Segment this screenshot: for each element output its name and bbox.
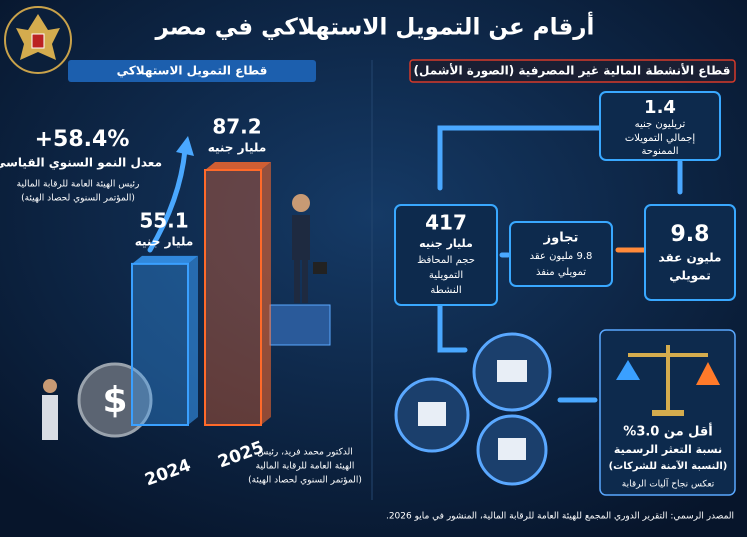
risk-value: أقل من 3.0% [623, 423, 712, 440]
stat-line: 9.8 مليون عقد [530, 251, 593, 262]
caption: الدكتور محمد فريد، رئيس [257, 448, 353, 458]
stat-value: 9.8 [671, 222, 710, 247]
risk-line: (النسبة الآمنة للشركات) [609, 460, 728, 472]
right-heading: قطاع الأنشطة المالية غير المصرفية (الصور… [414, 63, 731, 79]
businessman [269, 194, 331, 346]
left-heading: قطاع التمويل الاستهلاكي [117, 64, 268, 79]
growth-note: رئيس الهيئة العامة للرقابة المالية [17, 180, 140, 190]
flow-arrow [437, 302, 468, 353]
stat-box [509, 221, 613, 287]
scale-icon [616, 345, 720, 416]
growth-label: معدل النمو السنوي القياسي [0, 156, 162, 171]
bar-top [205, 162, 271, 170]
stat-box [394, 204, 498, 306]
gears [394, 332, 552, 486]
stat-box [599, 91, 721, 161]
risk-line: تعكس نجاح آليات الرقابة [622, 478, 715, 490]
stat-line: التمويلية [429, 270, 463, 281]
bar-side [261, 162, 271, 425]
stat-value: 417 [425, 211, 467, 235]
left-heading-bg [68, 60, 316, 82]
growth-value: +58.4% [35, 127, 130, 152]
flow-arrow [437, 125, 608, 191]
svg-text:$: $ [102, 380, 127, 421]
stat-line: تمويلي منفذ [536, 267, 586, 278]
footer-source: المصدر الرسمي: التقرير الدوري المجمع لله… [386, 512, 734, 522]
bar [204, 169, 262, 426]
bar [131, 262, 189, 427]
caption: (المؤتمر السنوي لحصاد الهيئة) [248, 476, 362, 486]
bar-value: 55.1 [139, 208, 188, 232]
stat-line: مليون عقد [659, 251, 722, 266]
stat-line: إجمالي التمويلات [625, 133, 696, 144]
stat-value: تجاوز [543, 231, 579, 246]
caption: الهيئة العامة للرقابة المالية [256, 462, 355, 472]
stat-line: حجم المحافظ [417, 255, 475, 266]
right-heading-bg [409, 59, 736, 83]
title: أرقام عن التمويل الاستهلاكي في مصر [155, 11, 595, 41]
growth-note: (المؤتمر السنوي لحصاد الهيئة) [21, 194, 135, 204]
bar-value: 87.2 [212, 115, 261, 139]
risk-line: نسبة التعثر الرسمية [614, 443, 722, 456]
bar-unit: مليار جنيه [208, 141, 267, 155]
stat-line: تريليون جنيه [635, 119, 686, 130]
stat-line: الممنوحة [641, 146, 678, 157]
bar-side [188, 255, 198, 425]
bar-top [132, 255, 198, 264]
emblem [4, 6, 72, 74]
growth-arrowhead [176, 136, 194, 156]
stat-box [644, 204, 736, 301]
stat-line: مليار جنيه [419, 237, 473, 250]
bar-unit: مليار جنيه [135, 234, 194, 248]
stat-line: تمويلي [669, 269, 711, 284]
stat-line: النشطة [430, 285, 461, 296]
growth-arrow [147, 147, 188, 253]
stat-value: 1.4 [644, 97, 676, 118]
